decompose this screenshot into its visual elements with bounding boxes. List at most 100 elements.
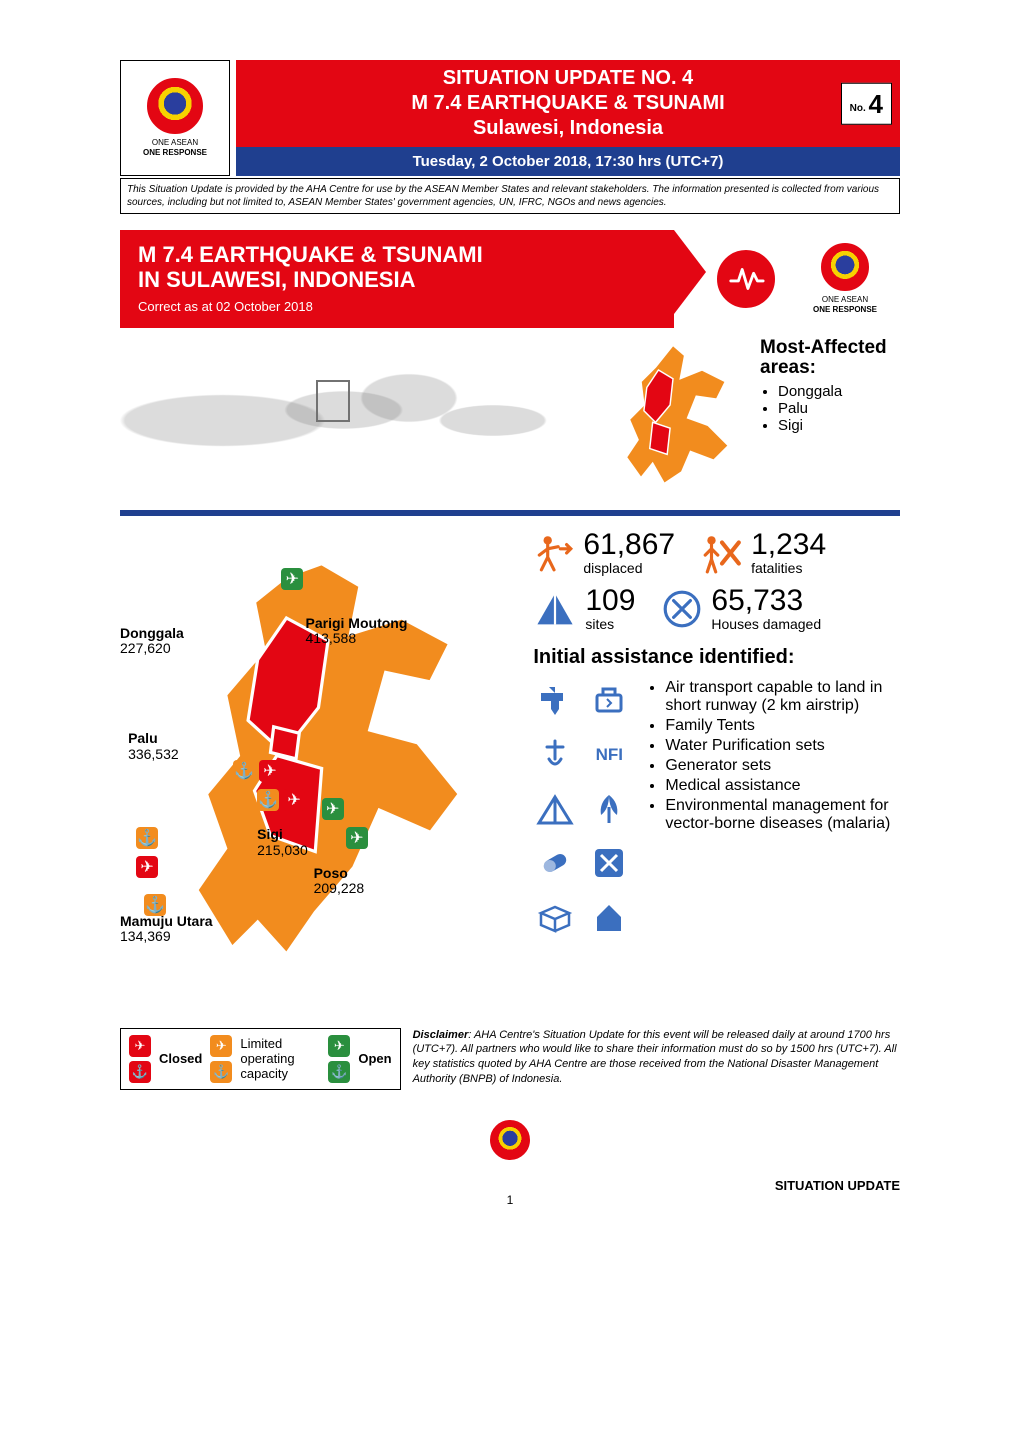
houses-value: 65,733 bbox=[711, 586, 821, 616]
assistance-item: Generator sets bbox=[665, 757, 900, 775]
plane-open-icon: ✈ bbox=[328, 1035, 350, 1057]
footer-logo bbox=[120, 1120, 900, 1160]
stats-row-2: 109 sites 65,733 Houses damaged bbox=[533, 586, 900, 632]
assistance-item: Environmental management for vector-born… bbox=[665, 797, 900, 833]
aha-logo-footer-icon bbox=[490, 1120, 530, 1160]
earthquake-icon bbox=[714, 247, 778, 311]
port-marker: ⚓✈ bbox=[257, 789, 305, 811]
sulawesi-map-small bbox=[598, 338, 748, 498]
title-line1: SITUATION UPDATE NO. 4 bbox=[240, 66, 896, 91]
plane-open-icon: ✈ bbox=[346, 827, 368, 849]
region-label: Mamuju Utara134,369 bbox=[120, 914, 213, 945]
document-header: ONE ASEAN ONE RESPONSE SITUATION UPDATE … bbox=[120, 60, 900, 176]
plane-open-icon: ✈ bbox=[281, 568, 303, 590]
houses-label: Houses damaged bbox=[711, 616, 821, 632]
region-label: Poso209,228 bbox=[314, 866, 365, 897]
assistance-icon-grid: NFI bbox=[533, 679, 631, 939]
stat-fatalities: 1,234 fatalities bbox=[701, 530, 826, 576]
fatalities-label: fatalities bbox=[751, 560, 826, 576]
house-icon bbox=[587, 895, 631, 939]
indonesia-map-icon bbox=[120, 338, 586, 488]
badge-prefix: No. bbox=[850, 102, 866, 113]
legend-row: ✈ ⚓ Closed ✈ ⚓ Limited operating capacit… bbox=[120, 1028, 900, 1090]
assistance-item: Air transport capable to land in short r… bbox=[665, 679, 900, 715]
anchor-limited-icon: ⚓ bbox=[144, 894, 166, 916]
houses-damaged-icon bbox=[661, 588, 703, 630]
logo-line1: ONE ASEAN bbox=[152, 138, 198, 147]
title-column: SITUATION UPDATE NO. 4 M 7.4 EARTHQUAKE … bbox=[236, 60, 900, 176]
aha-logo-icon bbox=[147, 78, 203, 134]
legend-limited-label: Limited operating capacity bbox=[240, 1036, 320, 1081]
no-mosquito-icon bbox=[587, 841, 631, 885]
tent-icon bbox=[533, 787, 577, 831]
port-marker: ⚓ bbox=[144, 894, 166, 916]
water-tap-icon bbox=[533, 679, 577, 723]
logo-line2: ONE RESPONSE bbox=[143, 148, 207, 157]
banner-title-l2: IN SULAWESI, INDONESIA bbox=[138, 267, 656, 292]
rice-icon bbox=[587, 787, 631, 831]
sulawesi-shape-icon bbox=[598, 338, 748, 498]
assistance-item: Medical assistance bbox=[665, 777, 900, 795]
stats-panel: 61,867 displaced 1,234 fatalities bbox=[533, 530, 900, 1010]
anchor-limited-icon: ⚓ bbox=[136, 827, 158, 849]
sites-value: 109 bbox=[585, 586, 635, 616]
logo-caption: ONE ASEAN ONE RESPONSE bbox=[143, 138, 207, 157]
disclaimer-label: Disclaimer bbox=[413, 1029, 469, 1041]
anchor-limited-icon: ⚓ bbox=[233, 760, 255, 782]
footer-row: SITUATION UPDATE bbox=[120, 1178, 900, 1193]
source-disclaimer: This Situation Update is provided by the… bbox=[120, 178, 900, 214]
issue-number-badge: No. 4 bbox=[841, 82, 892, 125]
legend-closed-label: Closed bbox=[159, 1051, 202, 1066]
affected-item: Donggala bbox=[778, 383, 900, 400]
stat-displaced: 61,867 displaced bbox=[533, 530, 675, 576]
port-marker: ✈ bbox=[322, 798, 344, 820]
plane-closed-icon: ✈ bbox=[136, 856, 158, 878]
region-label: Palu336,532 bbox=[128, 731, 179, 762]
inset-rectangle bbox=[316, 380, 350, 422]
region-label: Donggala227,620 bbox=[120, 626, 184, 657]
infographic-body: Donggala227,620 Parigi Moutong413,588 Palu… bbox=[120, 516, 900, 1010]
plane-closed-icon: ✈ bbox=[283, 789, 305, 811]
title-red-bar: SITUATION UPDATE NO. 4 M 7.4 EARTHQUAKE … bbox=[236, 60, 900, 147]
stat-houses: 65,733 Houses damaged bbox=[661, 586, 821, 632]
anchor-limited-icon: ⚓ bbox=[257, 789, 279, 811]
affected-list: Donggala Palu Sigi bbox=[760, 383, 900, 434]
pill-icon bbox=[533, 841, 577, 885]
box-icon bbox=[533, 895, 577, 939]
stat-sites: 109 sites bbox=[533, 586, 635, 632]
page-number: 1 bbox=[120, 1193, 900, 1207]
region-label: Sigi215,030 bbox=[257, 827, 308, 858]
assistance-row: NFI bbox=[533, 679, 900, 939]
affected-heading: Most-Affected areas: bbox=[760, 338, 900, 380]
stats-row-1: 61,867 displaced 1,234 fatalities bbox=[533, 530, 900, 576]
nfi-icon: NFI bbox=[587, 733, 631, 777]
displaced-value: 61,867 bbox=[583, 530, 675, 560]
displaced-icon bbox=[533, 532, 575, 574]
anchor-open-icon: ⚓ bbox=[328, 1061, 350, 1083]
port-marker: ✈ bbox=[136, 856, 158, 878]
fatalities-icon bbox=[701, 532, 743, 574]
generator-icon bbox=[587, 679, 631, 723]
medical-icon bbox=[533, 733, 577, 777]
plane-limited-icon: ✈ bbox=[210, 1035, 232, 1057]
bottom-disclaimer: Disclaimer: AHA Centre's Situation Updat… bbox=[413, 1028, 900, 1087]
footer-situation-update: SITUATION UPDATE bbox=[775, 1178, 900, 1193]
affected-areas: Most-Affected areas: Donggala Palu Sigi bbox=[760, 338, 900, 435]
assistance-list: Air transport capable to land in short r… bbox=[645, 679, 900, 939]
date-bar: Tuesday, 2 October 2018, 17:30 hrs (UTC+… bbox=[236, 147, 900, 176]
legend-box: ✈ ⚓ Closed ✈ ⚓ Limited operating capacit… bbox=[120, 1028, 401, 1090]
assistance-item: Family Tents bbox=[665, 717, 900, 735]
banner-title-l1: M 7.4 EARTHQUAKE & TSUNAMI bbox=[138, 242, 656, 267]
aha-logo-small-icon bbox=[821, 243, 869, 291]
region-label: Parigi Moutong413,588 bbox=[306, 616, 408, 647]
badge-number: 4 bbox=[869, 88, 883, 118]
displaced-label: displaced bbox=[583, 560, 675, 576]
banner-subtitle: Correct as at 02 October 2018 bbox=[138, 299, 656, 314]
assistance-item: Water Purification sets bbox=[665, 737, 900, 755]
anchor-limited-icon: ⚓ bbox=[210, 1061, 232, 1083]
disclaimer-body: : AHA Centre's Situation Update for this… bbox=[413, 1029, 897, 1086]
plane-open-icon: ✈ bbox=[322, 798, 344, 820]
port-marker: ⚓ bbox=[136, 827, 158, 849]
banner-right-logo: ONE ASEAN ONE RESPONSE bbox=[790, 230, 900, 328]
assistance-heading: Initial assistance identified: bbox=[533, 646, 900, 669]
